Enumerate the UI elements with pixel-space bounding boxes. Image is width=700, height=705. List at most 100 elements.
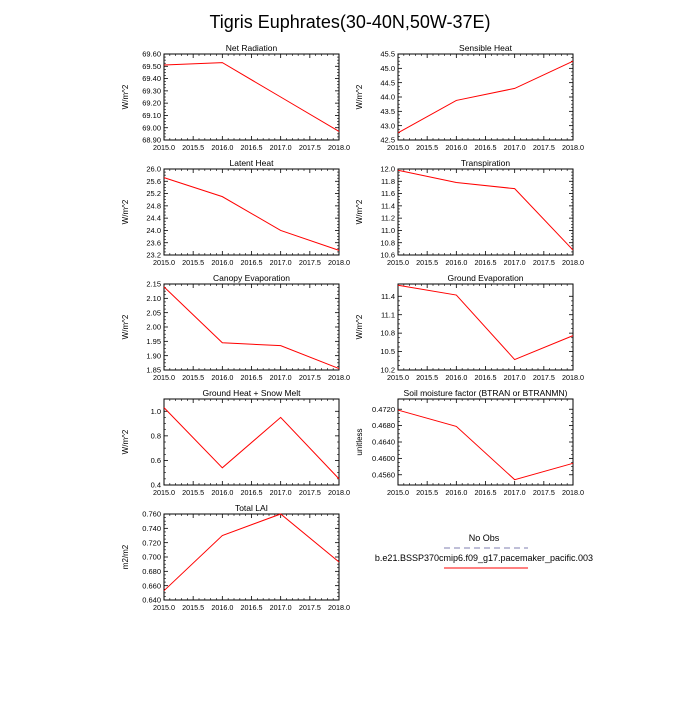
y-tick-label: 68.90 [142,136,161,145]
panel-title: Soil moisture factor (BTRAN or BTRANMN) [404,388,568,398]
legend-label-model-run: b.e21.BSSP370cmip6.f09_g17.pacemaker_pac… [375,553,593,563]
x-tick-label: 2015.0 [387,143,409,152]
x-tick-label: 2015.0 [153,603,175,612]
x-tick-label: 2017.0 [504,258,526,267]
x-tick-label: 2016.5 [475,373,497,382]
series-line [397,60,574,134]
x-tick-label: 2016.0 [211,143,233,152]
x-tick-label: 2017.0 [504,488,526,497]
y-tick-label: 42.5 [380,136,395,145]
y-tick-label: 0.4560 [372,470,395,479]
y-tick-label: 69.60 [142,50,161,59]
y-tick-label: 11.8 [381,177,395,186]
y-tick-label: 11.6 [381,189,395,198]
y-tick-label: 10.6 [380,251,395,260]
x-tick-label: 2015.0 [387,373,409,382]
panel-net-radiation: Net Radiation 2015.0 2015.5 2016.0 2016.5 201… [121,43,350,152]
x-tick-label: 2017.5 [299,603,321,612]
panel-title: Net Radiation [226,43,278,53]
x-tick-label: 2015.5 [182,373,204,382]
y-tick-label: 2.10 [146,294,161,303]
y-tick-label: 43.0 [380,121,395,130]
x-tick-label: 2018.0 [562,258,584,267]
x-tick-label: 2016.0 [445,258,467,267]
x-tick-label: 2015.5 [182,143,204,152]
y-axis-label: W/m^2 [121,314,130,339]
y-tick-label: 26.0 [146,165,161,174]
y-tick-label: 11.2 [381,214,395,223]
y-tick-label: 10.8 [380,329,395,338]
y-tick-label: 10.5 [380,347,395,356]
x-tick-label: 2017.5 [533,143,555,152]
x-tick-label: 2015.5 [416,373,438,382]
series-line [163,513,340,592]
y-tick-label: 0.660 [142,581,161,590]
x-tick-label: 2015.0 [153,488,175,497]
y-tick-label: 11.1 [381,310,395,319]
y-axis-label: W/m^2 [121,199,130,224]
x-tick-label: 2016.5 [475,258,497,267]
x-tick-label: 2016.0 [211,258,233,267]
y-tick-label: 0.4640 [372,438,395,447]
series-line [163,286,340,370]
panel-latent-heat: Latent Heat 2015.0 2015.5 2016.0 2016.5 2017.… [121,158,350,267]
x-tick-label: 2015.5 [182,488,204,497]
y-tick-label: 0.8 [151,431,161,440]
panel-title: Ground Evaporation [447,273,523,283]
y-tick-label: 0.740 [142,524,161,533]
x-tick-label: 2018.0 [328,488,350,497]
x-tick-label: 2017.5 [533,488,555,497]
y-tick-label: 2.05 [146,308,161,317]
x-tick-label: 2015.0 [387,488,409,497]
x-tick-label: 2016.5 [241,373,263,382]
y-axis-label: W/m^2 [355,84,364,109]
y-tick-label: 1.90 [146,351,161,360]
x-tick-label: 2016.0 [211,373,233,382]
x-tick-label: 2016.0 [445,488,467,497]
y-tick-label: 10.2 [380,366,395,375]
panel-title: Canopy Evaporation [213,273,290,283]
y-tick-label: 0.760 [142,510,161,519]
panel-total-lai: Total LAI 2015.0 2015.5 2016.0 2016.5 2017.0 2… [121,503,350,612]
x-tick-label: 2018.0 [328,258,350,267]
y-tick-label: 69.00 [142,123,161,132]
series-line [397,284,574,361]
y-axis-label: W/m^2 [121,84,130,109]
x-tick-label: 2016.0 [445,143,467,152]
x-tick-label: 2017.5 [299,143,321,152]
y-tick-label: 0.4720 [372,405,395,414]
y-tick-label: 69.40 [142,74,161,83]
panel-ground-heat-snow-melt: Ground Heat + Snow Melt 2015.0 2015.5 2016.… [121,388,350,497]
x-tick-label: 2015.5 [416,258,438,267]
y-tick-label: 24.4 [146,214,161,223]
y-axis-label: m2/m2 [121,544,130,569]
x-tick-label: 2018.0 [328,373,350,382]
panel-title: Latent Heat [230,158,275,168]
x-tick-label: 2015.0 [387,258,409,267]
panel-transpiration: Transpiration 2015.0 2015.5 2016.0 2016.5 201… [355,158,584,267]
x-tick-label: 2015.0 [153,258,175,267]
x-tick-label: 2017.0 [270,143,292,152]
y-tick-label: 25.6 [146,177,161,186]
series-line [163,62,340,132]
x-tick-label: 2018.0 [562,373,584,382]
x-tick-label: 2015.0 [153,373,175,382]
y-tick-label: 24.8 [146,201,161,210]
y-axis-label: W/m^2 [121,429,130,454]
y-tick-label: 0.720 [142,538,161,547]
y-tick-label: 11.0 [381,226,395,235]
plot-frame [163,283,340,371]
y-axis-label: W/m^2 [355,314,364,339]
figure-title: Tigris Euphrates(30-40N,50W-37E) [209,12,490,32]
x-tick-label: 2017.0 [270,603,292,612]
x-tick-label: 2017.5 [299,258,321,267]
y-tick-label: 1.85 [146,366,161,375]
plot-frame [397,168,574,256]
series-line [397,409,574,481]
legend-label-no-obs: No Obs [469,533,500,543]
y-tick-label: 10.8 [380,238,395,247]
panel-title: Sensible Heat [459,43,513,53]
y-tick-label: 69.20 [142,99,161,108]
panels: Net Radiation 2015.0 2015.5 2016.0 2016.5 201… [121,43,584,612]
